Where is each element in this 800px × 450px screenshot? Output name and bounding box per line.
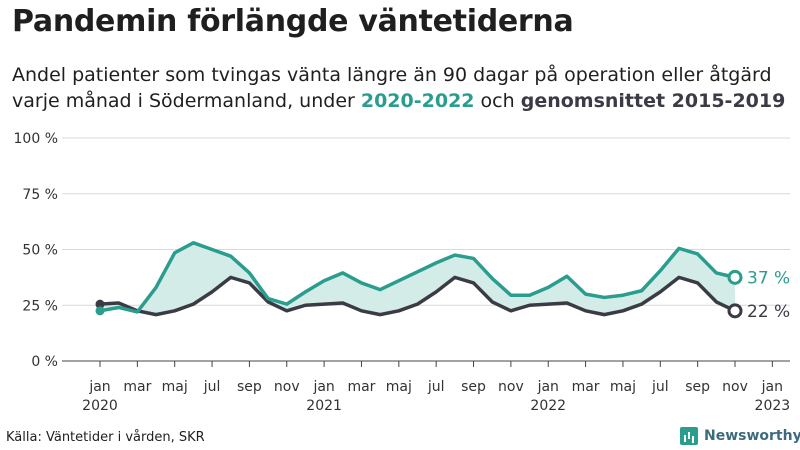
series-line-recent <box>99 241 736 314</box>
x-tick-label: maj <box>162 379 188 395</box>
x-tick-label: jul <box>427 379 445 395</box>
x-tick-label: jan <box>312 379 334 395</box>
series-markers <box>95 269 743 319</box>
x-tick-label: maj <box>386 379 412 395</box>
x-tick-label: jan <box>88 379 110 395</box>
end-label-average: 22 % <box>747 302 790 322</box>
y-tick-label: 100 % <box>14 131 58 147</box>
x-year-label: 2022 <box>530 398 566 414</box>
source-note: Källa: Väntetider i vården, SKR <box>6 430 205 445</box>
y-tick-label: 75 % <box>22 187 58 203</box>
highlight-recent: 2020-2022 <box>360 90 475 112</box>
x-tick-label: sep <box>685 379 710 395</box>
highlight-average: genomsnittet 2015-2019 <box>520 90 786 112</box>
x-tick-label: sep <box>237 379 262 395</box>
x-tick-label: jan <box>761 379 783 395</box>
x-tick-label: maj <box>610 379 636 395</box>
chart-subtitle: Andel patienter som tvingas vänta längre… <box>12 62 800 114</box>
x-tick-label: sep <box>461 379 486 395</box>
x-tick-label: jan <box>537 379 559 395</box>
subtitle-prefix: varje månad i Södermanland, under <box>12 90 361 112</box>
x-year-label: 2023 <box>755 398 791 414</box>
x-year-label: 2021 <box>306 398 342 414</box>
start-point-average <box>95 299 105 309</box>
x-tick-label: nov <box>498 379 524 395</box>
subtitle-line-2: varje månad i Södermanland, under 2020-2… <box>12 88 800 114</box>
x-tick-label: jul <box>203 379 221 395</box>
chart-title: Pandemin förlängde väntetiderna <box>12 4 574 39</box>
y-tick-label: 50 % <box>22 243 58 259</box>
x-tick-label: mar <box>572 379 600 395</box>
x-tick-label: mar <box>123 379 151 395</box>
end-label-recent: 37 % <box>747 268 790 288</box>
end-point-recent <box>727 269 743 285</box>
x-tick-label: nov <box>274 379 300 395</box>
start-point-recent <box>95 306 105 316</box>
x-tick-label: nov <box>722 379 748 395</box>
brand-name: Newsworthy <box>704 428 800 444</box>
subtitle-line-1: Andel patienter som tvingas vänta längre… <box>12 64 772 86</box>
y-axis: 100 % 75 % 50 % 25 % 0 % <box>14 131 58 370</box>
subtitle-mid: och <box>474 90 521 112</box>
y-tick-label: 0 % <box>31 354 58 370</box>
x-tick-label: mar <box>347 379 375 395</box>
bar-chart-icon <box>680 427 698 445</box>
end-point-average <box>727 303 743 319</box>
difference-area <box>100 242 735 315</box>
y-tick-label: 25 % <box>22 298 58 314</box>
x-year-label: 2020 <box>82 398 118 414</box>
x-tick-label: jul <box>651 379 669 395</box>
series-line-average <box>99 275 736 317</box>
brand-logo: Newsworthy <box>680 427 800 445</box>
